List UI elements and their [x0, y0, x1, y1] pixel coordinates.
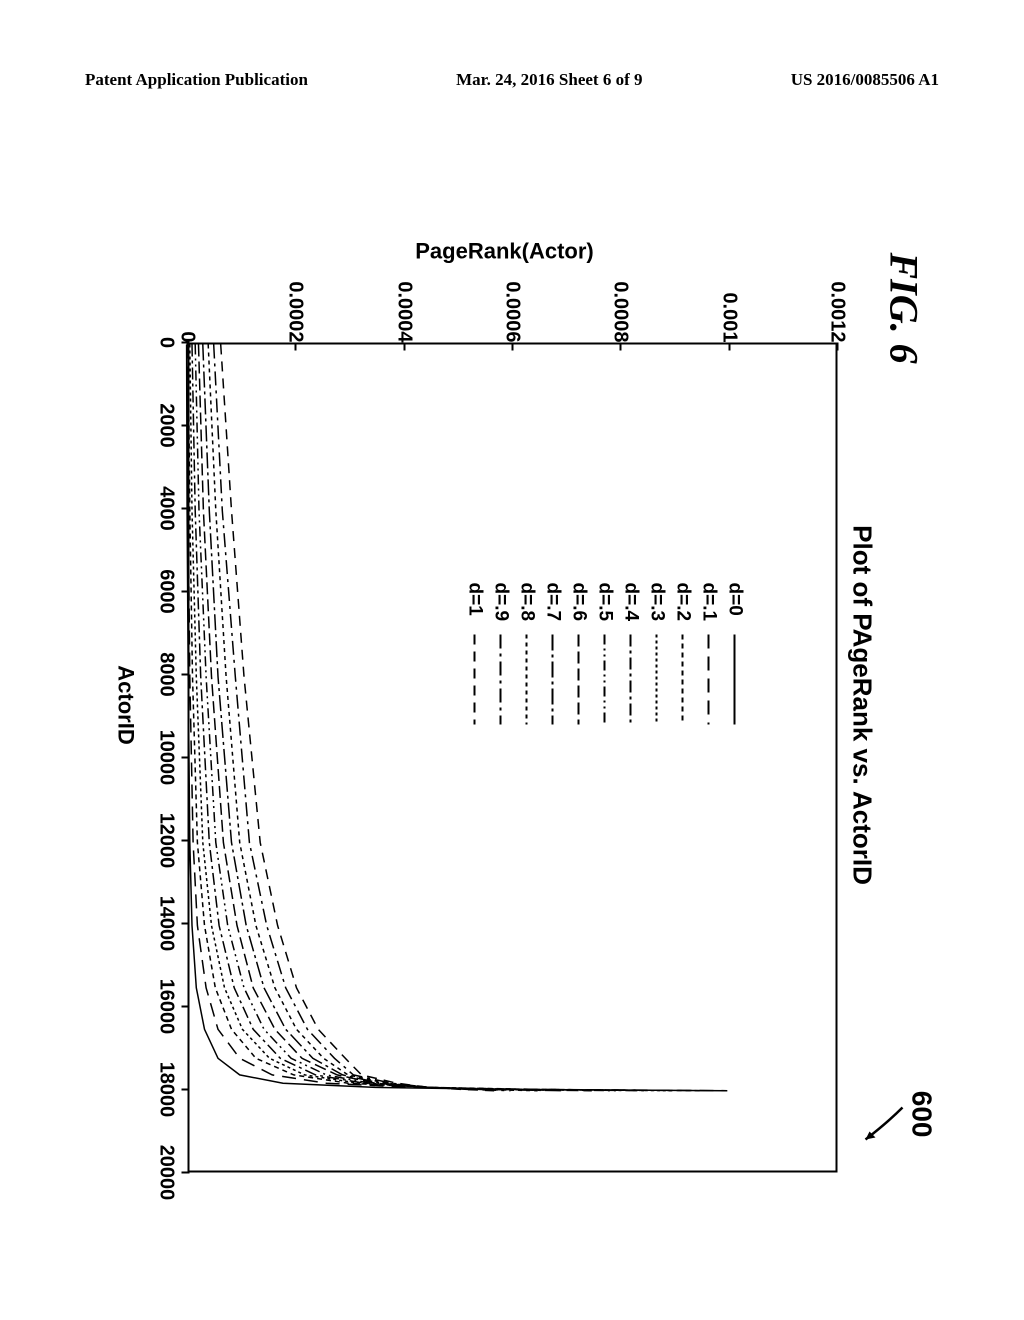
- reference-number: 600: [906, 1091, 938, 1138]
- x-tick-label: 10000: [155, 718, 178, 798]
- legend-item: d=.9: [488, 583, 514, 725]
- x-tick-label: 20000: [155, 1133, 178, 1213]
- x-tick-mark: [182, 923, 190, 925]
- series-line: [221, 345, 495, 1091]
- legend-swatch-icon: [492, 635, 510, 725]
- x-tick-mark: [182, 591, 190, 593]
- y-tick-label: 0.0002: [284, 263, 307, 343]
- legend-swatch-icon: [466, 635, 484, 725]
- figure-label: FIG. 6: [881, 253, 928, 364]
- x-tick-mark: [182, 1172, 190, 1174]
- y-tick-label: 0.0012: [826, 263, 849, 343]
- legend-swatch-icon: [518, 635, 536, 725]
- legend-label: d=.3: [646, 583, 668, 635]
- legend-label: d=0: [724, 583, 746, 635]
- x-tick-mark: [182, 1089, 190, 1091]
- x-tick-mark: [182, 840, 190, 842]
- legend-swatch-icon: [726, 635, 744, 725]
- legend-label: d=.7: [542, 583, 564, 635]
- legend-item: d=.3: [644, 583, 670, 725]
- legend-swatch-icon: [596, 635, 614, 725]
- y-tick-mark: [728, 343, 730, 351]
- legend-item: d=.7: [540, 583, 566, 725]
- legend-item: d=.5: [592, 583, 618, 725]
- page-header: Patent Application Publication Mar. 24, …: [85, 70, 939, 90]
- legend-item: d=.1: [696, 583, 722, 725]
- legend-item: d=.4: [618, 583, 644, 725]
- figure-content: FIG. 6 600 Plot of PAgeRank vs. ActorID …: [83, 173, 948, 1238]
- y-tick-mark: [295, 343, 297, 351]
- x-tick-label: 2000: [155, 386, 178, 466]
- legend-swatch-icon: [570, 635, 588, 725]
- x-tick-mark: [182, 757, 190, 759]
- legend-swatch-icon: [700, 635, 718, 725]
- chart-curves: [186, 345, 836, 1175]
- legend: d=0d=.1d=.2d=.3d=.4d=.5d=.6d=.7d=.8d=.9d…: [462, 583, 748, 725]
- x-axis-label: ActorID: [113, 173, 139, 1238]
- x-tick-mark: [182, 674, 190, 676]
- chart-area: [188, 343, 838, 1173]
- x-tick-label: 14000: [155, 884, 178, 964]
- x-tick-mark: [182, 508, 190, 510]
- x-tick-label: 18000: [155, 1050, 178, 1130]
- x-tick-label: 0: [155, 303, 178, 383]
- y-tick-mark: [512, 343, 514, 351]
- x-tick-label: 12000: [155, 801, 178, 881]
- header-right: US 2016/0085506 A1: [791, 70, 939, 90]
- figure-wrap: FIG. 6 600 Plot of PAgeRank vs. ActorID …: [0, 273, 1024, 1138]
- legend-item: d=.8: [514, 583, 540, 725]
- legend-label: d=.6: [568, 583, 590, 635]
- legend-label: d=.2: [672, 583, 694, 635]
- legend-item: d=.2: [670, 583, 696, 725]
- legend-label: d=.1: [698, 583, 720, 635]
- legend-item: d=1: [462, 583, 488, 725]
- y-tick-label: 0.001: [717, 263, 740, 343]
- legend-item: d=.6: [566, 583, 592, 725]
- legend-swatch-icon: [622, 635, 640, 725]
- legend-label: d=1: [464, 583, 486, 635]
- y-tick-mark: [837, 343, 839, 351]
- x-tick-mark: [182, 425, 190, 427]
- x-tick-mark: [182, 342, 190, 344]
- legend-label: d=.4: [620, 583, 642, 635]
- legend-label: d=.5: [594, 583, 616, 635]
- y-tick-label: 0: [176, 263, 199, 343]
- y-tick-label: 0.0004: [392, 263, 415, 343]
- y-tick-label: 0.0008: [609, 263, 632, 343]
- y-tick-mark: [620, 343, 622, 351]
- y-tick-label: 0.0006: [501, 263, 524, 343]
- legend-label: d=.8: [516, 583, 538, 635]
- header-center: Mar. 24, 2016 Sheet 6 of 9: [456, 70, 642, 90]
- x-tick-label: 8000: [155, 635, 178, 715]
- legend-item: d=0: [722, 583, 748, 725]
- plot-title: Plot of PAgeRank vs. ActorID: [847, 173, 878, 1238]
- x-tick-mark: [182, 1006, 190, 1008]
- legend-swatch-icon: [674, 635, 692, 725]
- y-axis-label: PageRank(Actor): [415, 239, 593, 265]
- y-tick-mark: [403, 343, 405, 351]
- x-tick-label: 6000: [155, 552, 178, 632]
- x-tick-label: 4000: [155, 469, 178, 549]
- y-tick-mark: [187, 343, 189, 351]
- header-left: Patent Application Publication: [85, 70, 308, 90]
- x-tick-label: 16000: [155, 967, 178, 1047]
- legend-label: d=.9: [490, 583, 512, 635]
- legend-swatch-icon: [544, 635, 562, 725]
- legend-swatch-icon: [648, 635, 666, 725]
